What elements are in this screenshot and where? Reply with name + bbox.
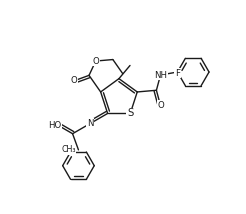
Text: S: S bbox=[127, 108, 133, 119]
Text: NH: NH bbox=[154, 70, 167, 80]
Text: O: O bbox=[92, 56, 99, 65]
Text: CH₃: CH₃ bbox=[61, 146, 76, 155]
Text: HO: HO bbox=[48, 121, 62, 130]
Text: O: O bbox=[157, 101, 164, 110]
Text: O: O bbox=[71, 76, 77, 85]
Text: F: F bbox=[175, 68, 180, 77]
Text: N: N bbox=[87, 119, 93, 128]
